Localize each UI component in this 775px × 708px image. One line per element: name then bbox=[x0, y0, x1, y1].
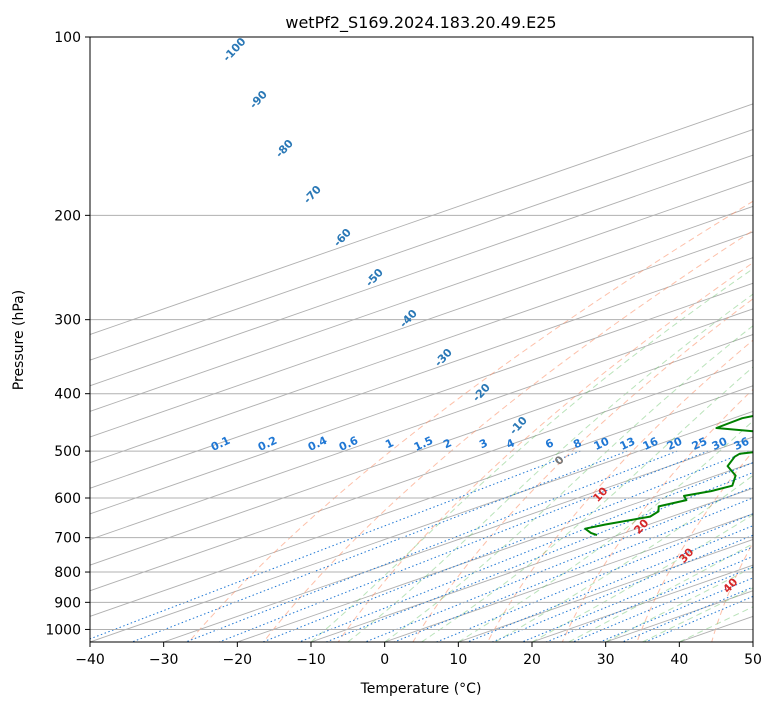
x-tick-label: −10 bbox=[296, 652, 326, 668]
mixing-ratio-line bbox=[90, 450, 581, 640]
dewpoint-line bbox=[584, 414, 753, 537]
x-tick-label: 10 bbox=[449, 652, 467, 668]
moist-adiabat-line bbox=[347, 293, 753, 642]
x-tick-label: −40 bbox=[75, 652, 105, 668]
mixing-ratio-line bbox=[546, 555, 753, 642]
mixing-ratio-line bbox=[365, 486, 753, 642]
y-tick-label: 700 bbox=[54, 531, 81, 547]
mixing-ratio-label: 16 bbox=[641, 435, 661, 453]
isotherm-line bbox=[90, 410, 753, 642]
moist-adiabat-line bbox=[568, 543, 753, 642]
moist-adiabat-line bbox=[384, 325, 753, 642]
mixing-ratio-label: 20 bbox=[665, 435, 685, 453]
y-tick-label: 900 bbox=[54, 595, 81, 611]
x-axis-label: Temperature (°C) bbox=[360, 681, 482, 697]
isotherm-line bbox=[90, 257, 753, 489]
isotherm-line bbox=[310, 487, 753, 642]
y-tick-label: 1000 bbox=[45, 622, 81, 638]
x-tick-label: 30 bbox=[597, 652, 615, 668]
x-tick-label: 0 bbox=[380, 652, 389, 668]
moist-adiabat-line bbox=[494, 474, 753, 642]
x-tick-label: 50 bbox=[744, 652, 762, 668]
mixing-ratio-label: 25 bbox=[690, 435, 709, 453]
isotherm-line bbox=[90, 129, 753, 361]
y-tick-label: 300 bbox=[54, 313, 81, 329]
moist-adiabat-line bbox=[310, 268, 753, 642]
x-tick-label: 40 bbox=[670, 652, 688, 668]
y-axis-label: Pressure (hPa) bbox=[11, 290, 27, 390]
mixing-ratio-label: 36 bbox=[732, 435, 752, 453]
x-tick-label: −30 bbox=[149, 652, 179, 668]
mixing-ratio-label: 10 bbox=[592, 435, 612, 453]
isotherm-line bbox=[90, 385, 753, 617]
isotherm-line bbox=[458, 539, 753, 642]
dry-adiabat-line bbox=[711, 541, 753, 642]
mixing-ratio-line bbox=[521, 546, 753, 642]
mixing-ratio-line bbox=[645, 595, 753, 642]
y-tick-label: 500 bbox=[54, 444, 81, 460]
isotherm-line bbox=[90, 180, 753, 412]
y-tick-label: 600 bbox=[54, 491, 81, 507]
x-tick-label: −20 bbox=[223, 652, 253, 668]
isotherm-line bbox=[163, 436, 753, 642]
dry-adiabat-line bbox=[412, 298, 753, 642]
plot-frame bbox=[89, 36, 754, 643]
dry-adiabat-line bbox=[263, 229, 753, 642]
y-tick-label: 100 bbox=[54, 30, 81, 46]
y-tick-label: 400 bbox=[54, 387, 81, 403]
isotherm-line bbox=[90, 334, 753, 566]
chart-title: wetPf2_S169.2024.183.20.49.E25 bbox=[285, 13, 556, 33]
mixing-ratio-line bbox=[467, 525, 753, 642]
isotherm-line bbox=[90, 308, 753, 540]
moist-adiabat-line bbox=[421, 366, 753, 642]
dry-adiabat-line bbox=[561, 388, 753, 642]
mixing-ratio-label: 30 bbox=[710, 435, 730, 453]
mixing-ratio-line bbox=[131, 450, 628, 642]
isotherm-line bbox=[90, 154, 753, 387]
isotherm-line bbox=[384, 513, 753, 642]
dry-adiabat-line bbox=[636, 450, 753, 642]
moist-adiabat-line bbox=[605, 566, 753, 642]
isotherm-line bbox=[90, 103, 753, 335]
isotherm-line bbox=[90, 231, 753, 464]
mixing-ratio-label: 13 bbox=[618, 435, 637, 453]
moist-adiabat-line bbox=[642, 587, 753, 642]
isotherm-line bbox=[237, 462, 753, 642]
y-tick-label: 200 bbox=[54, 208, 81, 224]
x-tick-label: 20 bbox=[523, 652, 541, 668]
dry-adiabat-line bbox=[188, 200, 753, 642]
isotherm-line bbox=[90, 205, 753, 438]
y-tick-label: 800 bbox=[54, 565, 81, 581]
mixing-ratio-line bbox=[262, 450, 749, 642]
mixing-ratio-line bbox=[218, 450, 709, 642]
isotherm-line bbox=[90, 282, 753, 515]
isotherm-line bbox=[90, 359, 753, 592]
